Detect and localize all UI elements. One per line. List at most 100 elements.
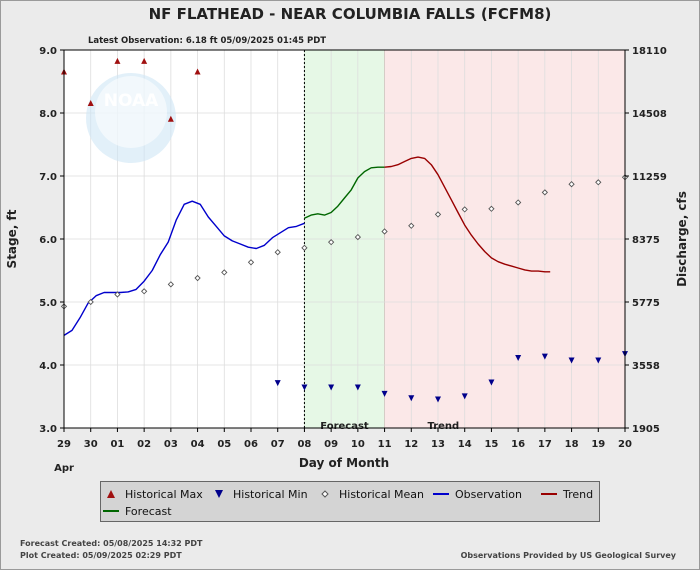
- historical-max-point: [194, 68, 201, 75]
- legend-label-historical-mean: Historical Mean: [339, 488, 424, 501]
- y2-axis-label: Discharge, cfs: [675, 191, 689, 287]
- historical-min-point: [541, 353, 548, 360]
- historical-mean-point: [381, 228, 388, 235]
- historical-mean-point: [274, 249, 281, 256]
- x-tick-label: 16: [511, 439, 525, 450]
- green-line-icon: [101, 506, 121, 519]
- historical-max-point: [141, 57, 148, 64]
- noaa-logo-text: NOAA: [104, 91, 159, 111]
- y-tick-label: 4.0: [39, 361, 57, 372]
- historical-mean-point: [221, 269, 228, 276]
- diamond-icon: [315, 489, 335, 502]
- y2-tick-label: 14508: [632, 109, 667, 120]
- historical-mean-point: [114, 291, 121, 298]
- historical-min-point: [568, 357, 575, 364]
- historical-min-point: [515, 354, 522, 361]
- historical-mean-point: [488, 205, 495, 212]
- x-tick-label: 02: [137, 439, 151, 450]
- x-tick-label: 13: [431, 439, 445, 450]
- historical-mean-point: [461, 206, 468, 213]
- historical-mean-point: [87, 298, 94, 306]
- legend-label-observation: Observation: [455, 488, 522, 501]
- legend-label-historical-max: Historical Max: [125, 488, 203, 501]
- y2-tick-label: 11259: [632, 172, 667, 183]
- legend-label-forecast: Forecast: [125, 505, 172, 518]
- historical-mean-point: [141, 288, 148, 295]
- legend: Historical Max Historical Min Historical…: [100, 481, 600, 522]
- x-tick-label: 18: [565, 439, 579, 450]
- legend-item-historical-mean: Historical Mean: [315, 488, 424, 502]
- x-tick-label: 01: [110, 439, 124, 450]
- historical-mean-point: [434, 211, 442, 218]
- x-tick-label: 12: [404, 439, 418, 450]
- x-tick-label: 06: [244, 439, 258, 450]
- x-tick-label: 15: [484, 439, 498, 450]
- legend-item-trend: Trend: [539, 488, 593, 502]
- historical-min-point: [408, 395, 415, 402]
- historical-min-point: [461, 393, 468, 400]
- x-tick-label: 09: [324, 439, 338, 450]
- historical-min-point: [595, 357, 602, 364]
- x-tick-label: 30: [84, 439, 98, 450]
- x-tick-label: 19: [591, 439, 605, 450]
- x-tick-label: 29: [57, 439, 71, 450]
- grid-lines: [64, 50, 625, 428]
- x-tick-label: 03: [164, 439, 178, 450]
- noaa-logo: NOAA: [86, 73, 176, 163]
- historical-min-point: [354, 384, 361, 391]
- historical-mean-point: [595, 179, 602, 186]
- trend-region-label: Trend: [427, 421, 459, 432]
- triangle-down-icon: [209, 489, 229, 502]
- y-tick-label: 7.0: [39, 172, 57, 183]
- forecast-region-label: Forecast: [320, 421, 369, 432]
- historical-mean-point: [568, 181, 575, 188]
- historical-min-point: [435, 396, 441, 403]
- y2-tick-label: 8375: [632, 235, 660, 246]
- x-tick-label: 10: [351, 439, 365, 450]
- triangle-up-icon: [101, 489, 121, 502]
- legend-item-historical-min: Historical Min: [209, 488, 308, 502]
- historical-min-point: [381, 390, 388, 397]
- y-tick-label: 5.0: [39, 298, 57, 309]
- historical-max-point: [167, 115, 174, 122]
- x-tick-label: 17: [538, 439, 552, 450]
- x-axis-label: Day of Month: [299, 456, 389, 470]
- y2-tick-label: 3558: [632, 361, 660, 372]
- y2-tick-label: 5775: [632, 298, 660, 309]
- y-axis-label: Stage, ft: [5, 209, 19, 268]
- y2-tick-label: 18110: [632, 46, 667, 57]
- axis-layer: 29 30 01 02 03 04 05 06 07 08 09 10 11 12 13 14 15 16 17 18…: [39, 46, 667, 450]
- forecast-created-text: Forecast Created: 05/08/2025 14:32 PDT: [20, 539, 203, 548]
- x-tick-label: 05: [217, 439, 231, 450]
- y-tick-label: 9.0: [39, 46, 57, 57]
- month-label: Apr: [54, 463, 74, 474]
- red-line-icon: [539, 489, 559, 502]
- legend-item-observation: Observation: [431, 488, 522, 502]
- legend-item-forecast: Forecast: [101, 505, 172, 519]
- historical-min-point: [301, 384, 308, 391]
- y2-tick-label: 1905: [632, 424, 660, 435]
- legend-label-historical-min: Historical Min: [233, 488, 308, 501]
- x-tick-label: 07: [271, 439, 285, 450]
- usgs-credit-text: Observations Provided by US Geological S…: [460, 551, 676, 560]
- historical-max-point: [114, 57, 121, 64]
- y-tick-label: 6.0: [39, 235, 57, 246]
- legend-item-historical-max: Historical Max: [101, 488, 203, 502]
- x-tick-label: 08: [297, 439, 311, 450]
- x-tick-label: 14: [458, 439, 472, 450]
- historical-min-point: [274, 380, 281, 387]
- historical-min-point: [328, 384, 335, 391]
- x-tick-label: 11: [378, 439, 392, 450]
- historical-max-point: [87, 100, 94, 107]
- latest-observation-subtitle: Latest Observation: 6.18 ft 05/09/2025 0…: [88, 36, 326, 46]
- chart-title: NF FLATHEAD - NEAR COLUMBIA FALLS (FCFM8…: [149, 5, 552, 23]
- historical-min-point: [488, 379, 495, 386]
- series-layer: [63, 156, 551, 336]
- x-tick-label: 04: [191, 439, 205, 450]
- observation-line: [63, 200, 305, 336]
- historical-mean-point: [408, 222, 415, 229]
- historical-mean-point: [515, 199, 522, 206]
- x-tick-label: 20: [618, 439, 632, 450]
- legend-label-trend: Trend: [563, 488, 594, 501]
- y-tick-label: 3.0: [39, 424, 57, 435]
